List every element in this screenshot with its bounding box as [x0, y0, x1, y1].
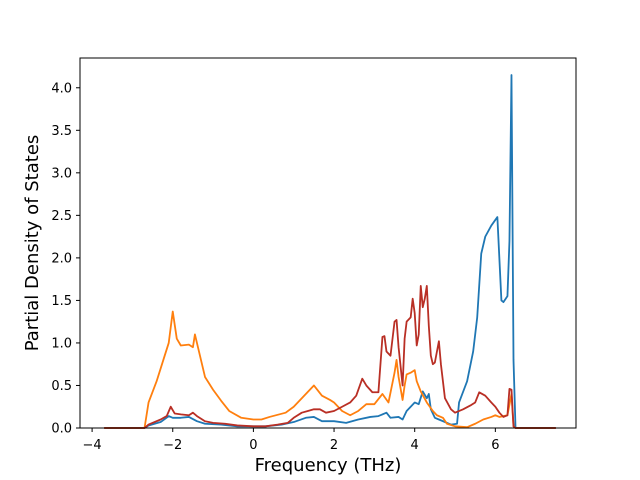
x-tick-label: 6 [491, 438, 499, 453]
y-tick-label: 1.5 [51, 294, 72, 309]
x-axis-ticks: −4 −2 0 2 4 6 [83, 428, 499, 453]
series-layer [104, 74, 556, 429]
y-tick-label: 3.5 [51, 124, 72, 139]
series-line-2 [104, 310, 556, 429]
y-tick-label: 3.0 [51, 166, 72, 181]
series-line-1 [104, 74, 556, 429]
y-tick-label: 2.5 [51, 209, 72, 224]
y-tick-label: 2.0 [51, 251, 72, 266]
plot-area [80, 58, 576, 428]
x-tick-label: −4 [83, 438, 102, 453]
plot-frame [79, 57, 577, 429]
x-tick-label: 2 [330, 438, 338, 453]
x-tick-label: 4 [411, 438, 419, 453]
y-tick-label: 0.5 [51, 379, 72, 394]
y-tick-label: 4.0 [51, 81, 72, 96]
series-line-3 [104, 285, 556, 429]
y-axis-ticks: 0.0 0.5 1.0 1.5 2.0 2.5 3.0 3.5 4.0 [51, 81, 80, 437]
y-axis-label: Partial Density of States [22, 135, 43, 352]
y-tick-label: 1.0 [51, 336, 72, 351]
x-tick-label: 0 [249, 438, 257, 453]
x-tick-label: −2 [163, 438, 182, 453]
y-tick-label: 0.0 [51, 422, 72, 437]
x-axis-label: Frequency (THz) [255, 455, 402, 476]
